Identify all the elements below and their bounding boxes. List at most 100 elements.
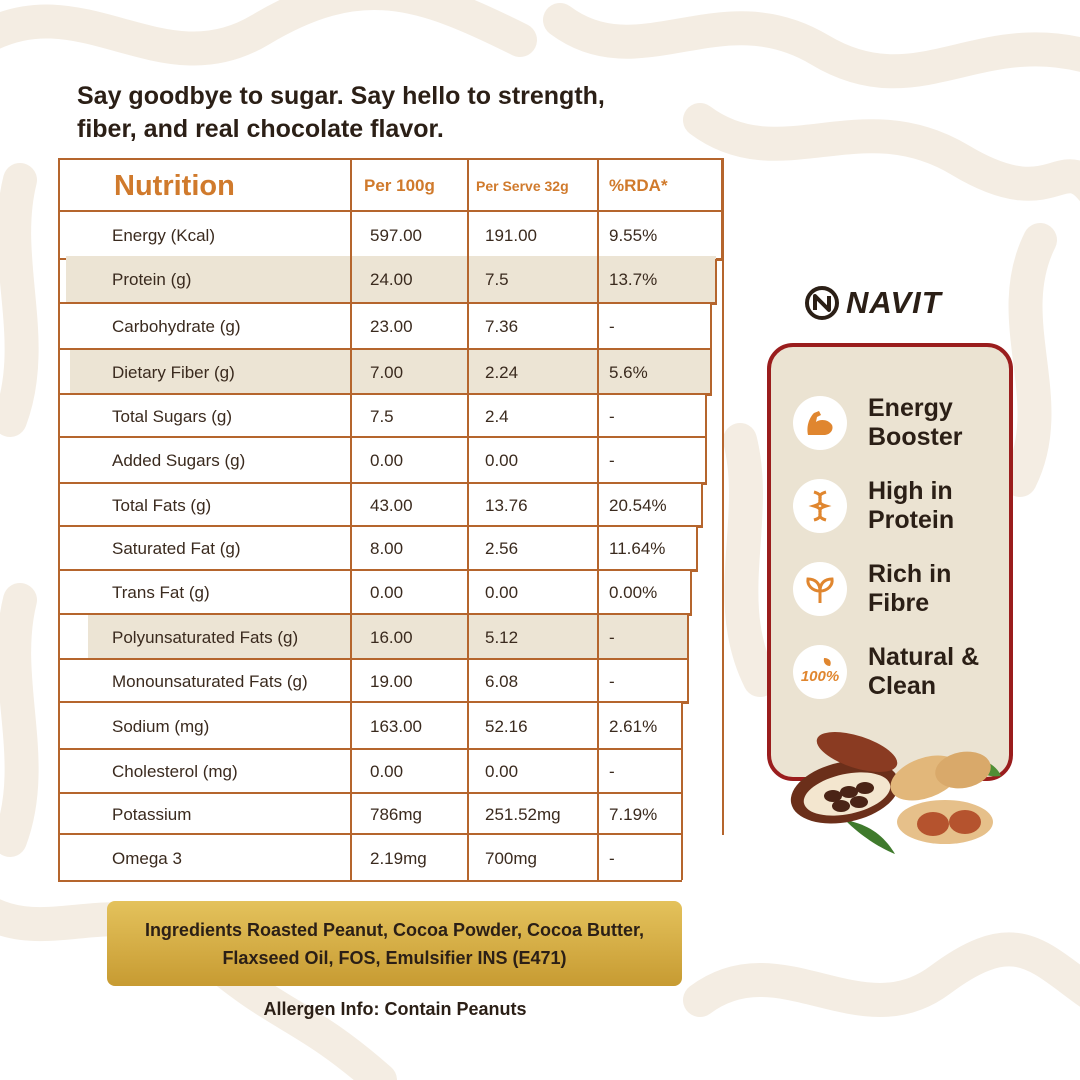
feature-energy-booster: Energy Booster [793, 394, 962, 452]
headline: Say goodbye to sugar. Say hello to stren… [77, 80, 717, 146]
headline-line-2: fiber, and real chocolate flavor. [77, 115, 444, 143]
value-rda: - [609, 627, 615, 647]
table-row: Total Sugars (g) 7.5 2.4 - [60, 395, 706, 438]
feature-natural-line-2: Clean [868, 672, 937, 700]
value-per-serve: 13.76 [485, 495, 528, 515]
feature-fibre-line-1: Rich in [868, 560, 952, 588]
nutrition-table: Nutrition Per 100g Per Serve 32g %RDA* Energ… [58, 158, 724, 882]
nutrient-name: Energy (Kcal) [112, 226, 215, 245]
value-per-100g: 16.00 [370, 627, 413, 647]
table-row: Omega 3 2.19mg 700mg - [60, 835, 682, 882]
table-header-per-serve: Per Serve 32g [476, 178, 569, 194]
value-per-100g: 24.00 [370, 270, 413, 289]
value-rda: 9.55% [609, 226, 658, 245]
brand-logo: NAVIT [804, 285, 942, 321]
table-header-nutrition: Nutrition [114, 169, 235, 202]
value-per-serve: 7.36 [485, 317, 519, 336]
table-row: Trans Fat (g) 0.00 0.00 0.00% [60, 571, 691, 615]
allergen-info: Allergen Info: Contain Peanuts [263, 999, 527, 1019]
value-per-100g: 8.00 [370, 539, 404, 558]
table-header-rda: %RDA* [609, 176, 668, 195]
value-rda: - [609, 451, 615, 470]
feature-rich-in-fibre: Rich in Fibre [793, 560, 951, 618]
table-column-divider [597, 160, 599, 882]
value-per-100g: 0.00 [370, 451, 404, 470]
value-per-serve: 5.12 [485, 627, 519, 647]
nutrient-name: Cholesterol (mg) [112, 762, 238, 781]
table-column-divider [467, 160, 469, 882]
nutrient-name: Potassium [112, 804, 192, 824]
value-per-100g: 0.00 [370, 762, 404, 781]
value-per-serve: 0.00 [485, 451, 519, 470]
nutrient-name: Total Sugars (g) [112, 406, 232, 426]
nutrient-name: Sodium (mg) [112, 716, 210, 736]
benefits-panel: Energy Booster High in Protein Rich in F… [767, 343, 1013, 781]
table-row: Potassium 786mg 251.52mg 7.19% [60, 794, 682, 835]
feature-natural-line-1: Natural & [868, 643, 980, 671]
table-row: Protein (g) 24.00 7.5 13.7% [60, 256, 716, 304]
feature-protein-line-1: High in [868, 477, 953, 505]
feature-protein-line-2: Protein [868, 506, 955, 534]
value-rda: 20.54% [609, 495, 667, 515]
value-per-serve: 191.00 [485, 226, 537, 245]
headline-line-1: Say goodbye to sugar. Say hello to stren… [77, 82, 605, 110]
value-per-serve: 2.4 [485, 406, 509, 426]
value-rda: - [609, 762, 615, 781]
table-header-per-100g: Per 100g [364, 176, 435, 195]
feature-energy-line-1: Energy [868, 394, 953, 422]
table-row: Sodium (mg) 163.00 52.16 2.61% [60, 703, 682, 750]
value-per-100g: 597.00 [370, 226, 422, 245]
table-row: Added Sugars (g) 0.00 0.00 - [60, 438, 706, 484]
leaf-sprout-icon [793, 562, 847, 616]
brand-name: NAVIT [846, 285, 942, 320]
value-rda: - [609, 671, 615, 691]
value-rda: 0.00% [609, 583, 658, 602]
feature-fibre-line-2: Fibre [868, 589, 930, 617]
nutrient-name: Saturated Fat (g) [112, 539, 241, 558]
nutrient-name: Total Fats (g) [112, 495, 212, 515]
value-per-100g: 23.00 [370, 317, 413, 336]
table-header-row: Nutrition Per 100g Per Serve 32g %RDA* [60, 160, 724, 212]
feature-natural-clean: 100% Natural & Clean [793, 643, 979, 701]
nutrient-name: Dietary Fiber (g) [112, 362, 235, 382]
value-per-serve: 52.16 [485, 716, 528, 736]
table-row: Cholesterol (mg) 0.00 0.00 - [60, 750, 682, 794]
ingredients-line-1: Ingredients Roasted Peanut, Cocoa Powder… [144, 919, 645, 940]
nutrient-name: Monounsaturated Fats (g) [112, 671, 308, 691]
nutrient-name: Trans Fat (g) [112, 583, 210, 602]
nutrient-name: Protein (g) [112, 270, 192, 289]
table-column-divider [722, 160, 724, 835]
ingredients-box: Ingredients Roasted Peanut, Cocoa Powder… [107, 901, 682, 986]
muscle-icon [793, 396, 847, 450]
value-per-100g: 0.00 [370, 583, 404, 602]
table-row: Polyunsaturated Fats (g) 16.00 5.12 - [60, 615, 688, 660]
value-rda: - [609, 317, 615, 336]
table-row: Carbohydrate (g) 23.00 7.36 - [60, 304, 711, 350]
table-outer-border [681, 158, 722, 880]
ingredients-line-2: Flaxseed Oil, FOS, Emulsifier INS (E471) [222, 947, 567, 968]
value-per-100g: 7.00 [370, 362, 404, 382]
table-row: Dietary Fiber (g) 7.00 2.24 5.6% [60, 350, 711, 395]
value-per-serve: 700mg [485, 848, 537, 868]
feature-high-in-protein: High in Protein [793, 477, 954, 535]
nutrient-name: Omega 3 [112, 848, 182, 868]
cocoa-peanut-illustration [790, 731, 1001, 854]
value-per-100g: 786mg [370, 804, 422, 824]
value-per-100g: 19.00 [370, 671, 413, 691]
navit-logo-icon [805, 286, 839, 320]
value-per-100g: 7.5 [370, 406, 394, 426]
svg-text:100%: 100% [801, 668, 839, 685]
value-rda: 13.7% [609, 270, 658, 289]
value-rda: 5.6% [609, 362, 648, 382]
value-per-100g: 163.00 [370, 716, 422, 736]
value-per-serve: 2.56 [485, 539, 519, 558]
table-column-divider [350, 160, 352, 882]
feature-energy-line-2: Booster [868, 423, 963, 451]
table-row: Saturated Fat (g) 8.00 2.56 11.64% [60, 527, 697, 571]
nutrient-name: Carbohydrate (g) [112, 317, 241, 336]
nutrient-name: Polyunsaturated Fats (g) [112, 627, 299, 647]
table-row: Monounsaturated Fats (g) 19.00 6.08 - [60, 660, 688, 703]
value-rda: - [609, 848, 615, 868]
value-per-serve: 0.00 [485, 762, 519, 781]
